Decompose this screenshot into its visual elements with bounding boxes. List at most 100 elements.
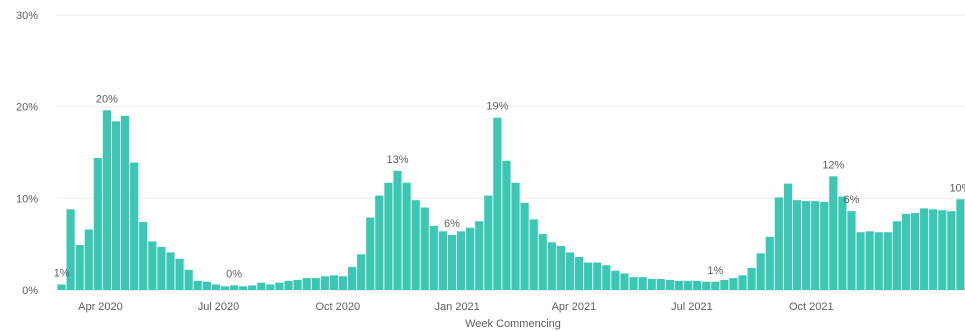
bar	[420, 207, 429, 290]
data-label: 6%	[844, 194, 860, 206]
bar	[720, 279, 729, 290]
bar	[366, 217, 375, 290]
bar	[239, 286, 248, 290]
bar	[111, 121, 121, 290]
bar	[139, 222, 148, 290]
bar	[348, 267, 357, 290]
data-label: 13%	[386, 154, 408, 166]
bar	[475, 221, 484, 290]
bar	[402, 182, 411, 290]
bar	[148, 241, 157, 290]
bar	[393, 170, 402, 290]
bar	[193, 280, 202, 290]
bar	[847, 211, 856, 290]
data-label: 1%	[707, 265, 723, 277]
bar	[602, 265, 611, 290]
gridlines	[57, 14, 965, 291]
x-tick-label: Jan 2021	[435, 301, 480, 313]
bar	[538, 234, 547, 290]
bar	[865, 231, 874, 290]
bar	[584, 262, 593, 290]
bar	[438, 231, 447, 290]
bar	[248, 285, 257, 290]
data-label: 19%	[486, 101, 508, 113]
y-tick-label: 30%	[16, 10, 38, 22]
bar	[711, 281, 720, 290]
bar	[166, 252, 175, 290]
data-labels: 1% 20% 0% 13% 6% 19% 1% 12% 6% 10%	[54, 93, 965, 280]
bar	[802, 201, 811, 290]
bar	[84, 229, 93, 290]
data-label: 1%	[54, 268, 70, 280]
bar	[738, 275, 747, 290]
bar	[556, 246, 566, 290]
bar	[947, 211, 956, 290]
bar	[511, 182, 520, 290]
x-axis-title: Week Commencing	[465, 318, 561, 330]
bar	[157, 246, 166, 290]
bar	[729, 278, 738, 290]
bar	[874, 232, 883, 290]
bar	[121, 115, 130, 290]
bar	[638, 277, 647, 290]
bar	[302, 278, 311, 290]
x-tick-label: Jul 2021	[671, 301, 713, 313]
bar	[384, 182, 393, 290]
bar	[411, 200, 420, 290]
bar	[565, 252, 575, 290]
bar	[220, 286, 230, 290]
bar	[493, 117, 502, 290]
bar	[956, 199, 965, 290]
bar	[93, 158, 102, 290]
bar	[829, 176, 838, 290]
bar	[683, 280, 693, 290]
x-tick-label: Apr 2021	[552, 301, 597, 313]
x-tick-label: Oct 2021	[789, 301, 834, 313]
bar	[656, 279, 665, 290]
bar	[593, 262, 602, 290]
bar	[838, 196, 847, 290]
bar	[620, 273, 629, 290]
bar	[484, 195, 493, 290]
bar	[266, 284, 275, 290]
bar	[811, 201, 820, 290]
x-axis-ticks: Apr 2020 Jul 2020 Oct 2020 Jan 2021 Apr 2021…	[78, 301, 833, 313]
bar	[693, 280, 702, 290]
bar	[910, 213, 920, 290]
bar	[466, 227, 475, 290]
bar	[293, 279, 302, 290]
bar	[774, 197, 783, 290]
bar	[929, 209, 938, 290]
bar	[765, 236, 774, 290]
x-tick-label: Oct 2020	[316, 301, 361, 313]
bar	[429, 225, 438, 290]
bar	[747, 268, 756, 290]
bar	[456, 231, 466, 290]
bar	[375, 195, 384, 290]
bar	[665, 279, 674, 290]
x-tick-label: Jul 2020	[198, 301, 240, 313]
bar	[756, 253, 765, 290]
bar	[102, 110, 112, 290]
bar	[329, 275, 339, 290]
bar-series	[57, 110, 965, 290]
data-label: 6%	[444, 218, 460, 230]
bar	[311, 278, 320, 290]
data-label: 10%	[949, 182, 965, 194]
data-label: 0%	[226, 268, 242, 280]
bar	[211, 284, 220, 290]
bar	[320, 276, 329, 290]
bar	[901, 213, 911, 290]
bar	[175, 258, 184, 290]
bar	[575, 257, 584, 290]
bar	[856, 232, 865, 290]
bar	[57, 284, 66, 290]
x-tick-label: Apr 2020	[78, 301, 123, 313]
bar	[338, 276, 348, 290]
bar	[611, 270, 620, 290]
y-tick-label: 0%	[22, 285, 38, 297]
bar	[820, 202, 829, 290]
bar	[892, 221, 901, 290]
data-label: 12%	[822, 159, 844, 171]
